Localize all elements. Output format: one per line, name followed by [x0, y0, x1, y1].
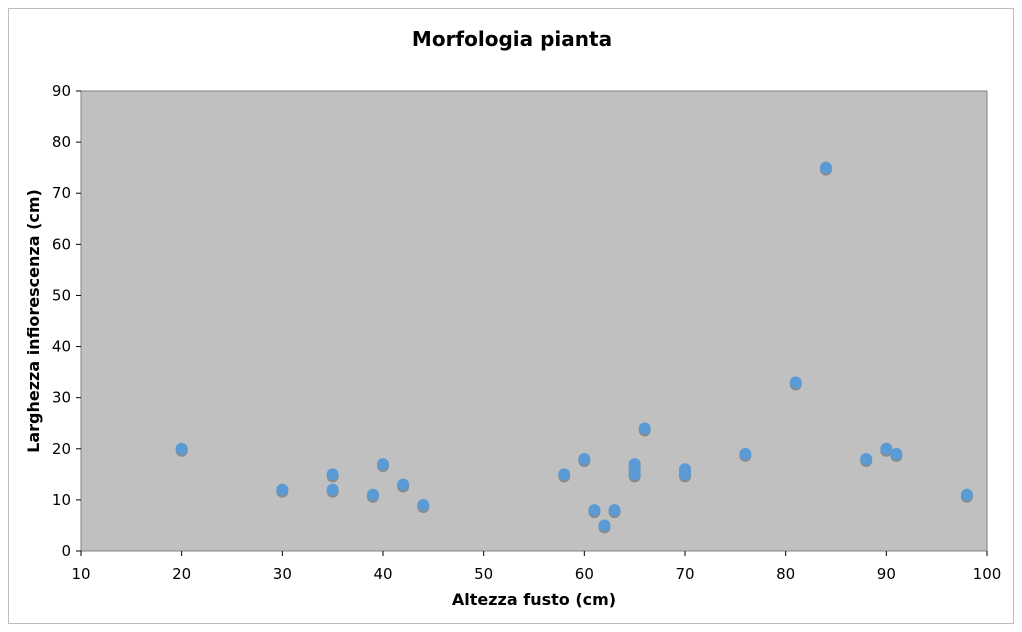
- y-axis: 0 10 20 30 40 50 60 70 80 90: [52, 82, 81, 560]
- data-point: [890, 447, 903, 462]
- data-point: [417, 499, 430, 513]
- y-tick-label: 30: [52, 389, 71, 407]
- data-point: [588, 504, 601, 519]
- x-tick-label: 90: [877, 565, 896, 583]
- data-point-marker: [960, 488, 973, 501]
- data-point: [175, 442, 188, 457]
- data-point: [819, 161, 832, 176]
- data-point-marker: [397, 478, 410, 491]
- data-point-marker: [276, 483, 289, 496]
- data-point: [638, 422, 651, 437]
- y-tick-label: 40: [52, 338, 71, 356]
- data-point: [739, 447, 752, 462]
- x-axis-label: Altezza fusto (cm): [452, 590, 616, 609]
- y-tick-label: 60: [52, 235, 71, 253]
- y-tick-label: 10: [52, 491, 71, 509]
- data-point-marker: [598, 519, 611, 532]
- data-point-marker: [588, 504, 601, 517]
- data-point-marker: [366, 488, 379, 501]
- data-point: [789, 376, 802, 391]
- y-tick-label: 90: [52, 82, 71, 100]
- x-tick-label: 10: [71, 565, 90, 583]
- data-point: [628, 468, 641, 483]
- data-point: [679, 468, 691, 483]
- data-point-marker: [326, 468, 339, 481]
- data-point-marker: [558, 468, 571, 481]
- x-axis: 10 20 30 40 50 60 70 80 90 100: [71, 551, 1001, 583]
- data-point: [276, 483, 289, 498]
- data-point-marker: [739, 447, 752, 460]
- data-points: [175, 161, 973, 534]
- data-point-marker: [890, 447, 903, 460]
- data-point-marker: [819, 161, 832, 174]
- data-point-marker: [326, 483, 339, 496]
- y-tick-label: 0: [61, 542, 71, 560]
- data-point-marker: [175, 442, 188, 455]
- y-tick-label: 20: [52, 440, 71, 458]
- data-point-marker: [377, 458, 389, 471]
- x-tick-label: 20: [172, 565, 191, 583]
- data-point-marker: [789, 376, 802, 389]
- x-tick-label: 40: [373, 565, 392, 583]
- data-point-marker: [578, 453, 591, 465]
- chart-title: Morfologia pianta: [412, 27, 612, 51]
- data-point: [326, 483, 339, 498]
- data-point: [598, 519, 611, 534]
- data-point: [558, 468, 571, 483]
- data-point: [960, 488, 973, 503]
- x-tick-label: 50: [474, 565, 493, 583]
- y-tick-label: 80: [52, 133, 71, 151]
- y-tick-label: 70: [52, 184, 71, 202]
- x-tick-label: 70: [675, 565, 694, 583]
- y-axis-label: Larghezza infiorescenza (cm): [24, 189, 43, 453]
- data-point: [366, 488, 379, 503]
- data-point-marker: [860, 453, 873, 465]
- data-point-marker: [417, 499, 430, 511]
- x-tick-label: 80: [776, 565, 795, 583]
- data-point: [880, 442, 893, 457]
- x-tick-label: 100: [973, 565, 1002, 583]
- data-point: [397, 478, 410, 493]
- plot-area: [80, 90, 988, 552]
- data-point: [608, 504, 621, 519]
- data-point-marker: [628, 468, 641, 481]
- y-tick-label: 50: [52, 286, 71, 304]
- x-tick-label: 60: [575, 565, 594, 583]
- data-point-marker: [608, 504, 621, 517]
- x-tick-label: 30: [273, 565, 292, 583]
- data-point-marker: [880, 442, 893, 455]
- data-point-marker: [679, 468, 691, 481]
- data-point-marker: [638, 422, 651, 435]
- data-point: [326, 468, 339, 483]
- data-point: [860, 453, 873, 467]
- data-point: [377, 458, 389, 473]
- data-point: [578, 453, 591, 467]
